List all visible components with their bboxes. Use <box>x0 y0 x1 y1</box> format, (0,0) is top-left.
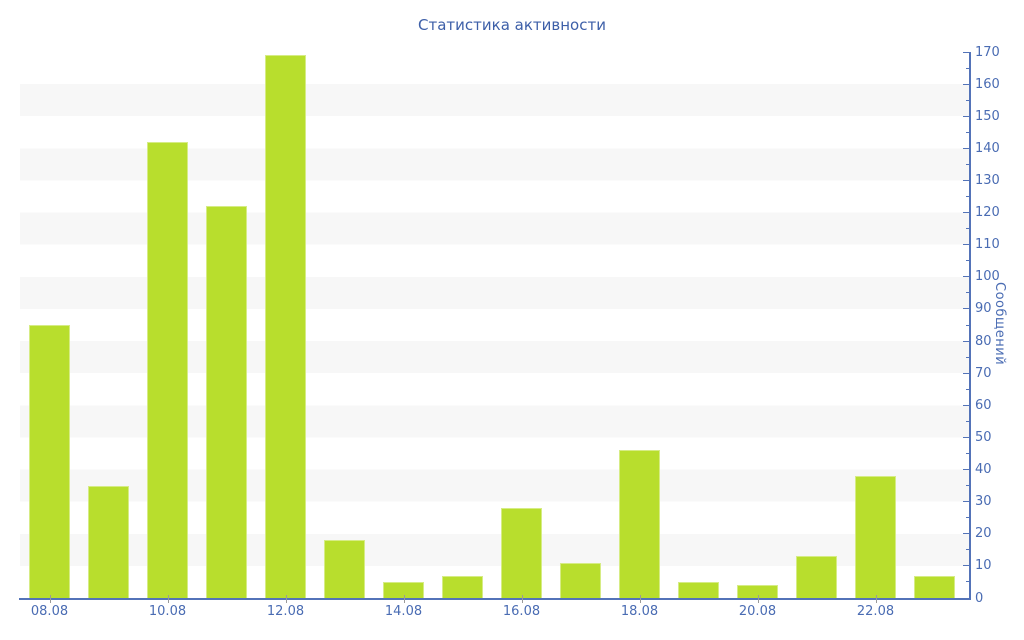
y-minor-tick <box>966 67 970 69</box>
y-tick-label: 120 <box>975 205 1000 221</box>
y-tick-label: 0 <box>975 590 984 606</box>
x-tick-label: 10.08 <box>148 604 187 619</box>
y-major-tick <box>963 244 970 246</box>
bar-4 <box>206 206 247 598</box>
x-tick <box>875 595 877 603</box>
y-minor-tick <box>966 420 970 422</box>
bar-2 <box>88 485 129 598</box>
y-axis-title: Сообщений <box>992 282 1007 366</box>
y-tick-label: 10 <box>975 558 992 574</box>
bar-3 <box>147 141 188 598</box>
bar-1 <box>29 325 70 598</box>
y-minor-tick <box>966 324 970 326</box>
y-major-tick <box>963 276 970 278</box>
y-major-tick <box>963 340 970 342</box>
y-tick-label: 40 <box>975 462 992 478</box>
y-tick-label: 50 <box>975 429 992 445</box>
y-axis-line <box>969 52 971 600</box>
y-major-tick <box>963 51 970 53</box>
y-major-tick <box>963 404 970 406</box>
y-major-tick <box>963 501 970 503</box>
bar-11 <box>619 450 660 598</box>
y-tick-label: 70 <box>975 365 992 381</box>
x-tick-label: 18.08 <box>620 604 659 619</box>
y-minor-tick <box>966 196 970 198</box>
y-minor-tick <box>966 131 970 133</box>
y-major-tick <box>963 469 970 471</box>
y-minor-tick <box>966 99 970 101</box>
y-major-tick <box>963 597 970 599</box>
y-major-tick <box>963 436 970 438</box>
y-minor-tick <box>966 388 970 390</box>
y-minor-tick <box>966 228 970 230</box>
y-major-tick <box>963 212 970 214</box>
x-tick-label: 16.08 <box>502 604 541 619</box>
x-axis-line <box>19 598 971 600</box>
bar-5 <box>265 55 306 598</box>
x-tick-label: 22.08 <box>856 604 895 619</box>
y-tick-label: 170 <box>975 44 1000 60</box>
x-tick <box>757 595 759 603</box>
y-tick-label: 160 <box>975 76 1000 92</box>
bar-16 <box>914 575 955 598</box>
y-tick-label: 20 <box>975 526 992 542</box>
y-minor-tick <box>966 292 970 294</box>
y-minor-tick <box>966 485 970 487</box>
y-minor-tick <box>966 581 970 583</box>
x-tick <box>403 595 405 603</box>
x-tick-label: 12.08 <box>266 604 305 619</box>
bar-12 <box>678 581 719 598</box>
bar-13 <box>737 585 778 598</box>
x-tick <box>285 595 287 603</box>
y-major-tick <box>963 372 970 374</box>
bar-10 <box>560 562 601 598</box>
y-major-tick <box>963 179 970 181</box>
y-major-tick <box>963 115 970 117</box>
y-minor-tick <box>966 517 970 519</box>
y-tick-label: 130 <box>975 172 1000 188</box>
y-minor-tick <box>966 260 970 262</box>
y-minor-tick <box>966 163 970 165</box>
bar-9 <box>501 508 542 598</box>
y-tick-label: 140 <box>975 140 1000 156</box>
plot-area <box>20 52 969 598</box>
chart-title: Статистика активности <box>418 16 606 34</box>
y-tick-label: 60 <box>975 397 992 413</box>
y-major-tick <box>963 147 970 149</box>
y-minor-tick <box>966 549 970 551</box>
x-tick <box>639 595 641 603</box>
y-tick-label: 30 <box>975 494 992 510</box>
bar-7 <box>383 581 424 598</box>
y-minor-tick <box>966 452 970 454</box>
y-tick-label: 150 <box>975 108 1000 124</box>
x-tick-label: 08.08 <box>30 604 69 619</box>
bar-15 <box>855 475 896 598</box>
y-tick-label: 90 <box>975 301 992 317</box>
bar-14 <box>796 556 837 598</box>
y-minor-tick <box>966 356 970 358</box>
x-tick <box>49 595 51 603</box>
y-major-tick <box>963 565 970 567</box>
x-tick-label: 20.08 <box>738 604 777 619</box>
y-tick-label: 110 <box>975 237 1000 253</box>
y-tick-label: 100 <box>975 269 1000 285</box>
bar-8 <box>442 575 483 598</box>
y-tick-label: 80 <box>975 333 992 349</box>
x-tick <box>167 595 169 603</box>
y-major-tick <box>963 533 970 535</box>
bar-6 <box>324 540 365 598</box>
y-major-tick <box>963 83 970 85</box>
y-major-tick <box>963 308 970 310</box>
x-tick-label: 14.08 <box>384 604 423 619</box>
x-tick <box>521 595 523 603</box>
